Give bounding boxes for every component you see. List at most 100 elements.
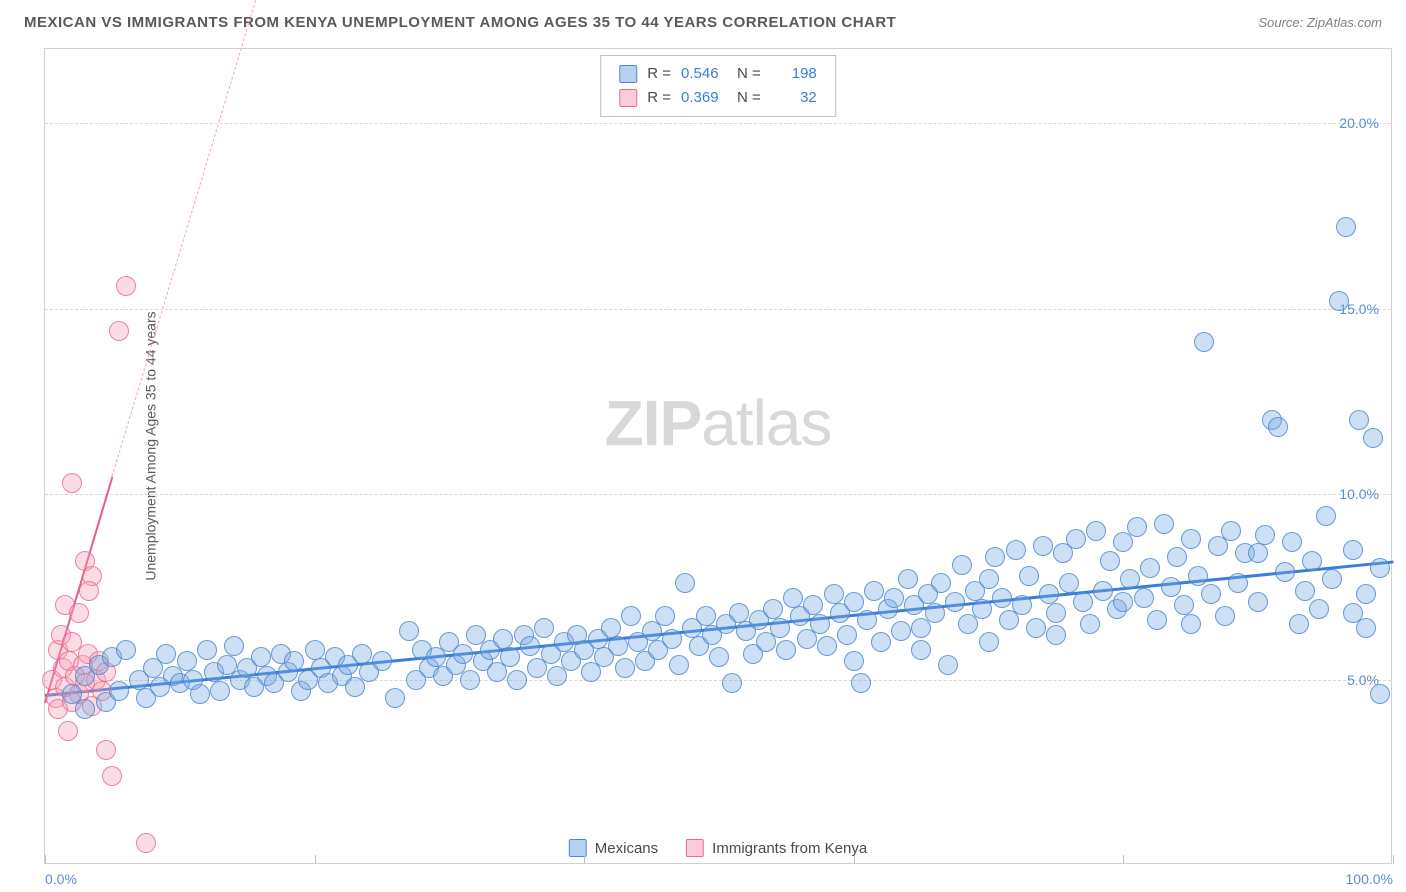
stat-r-label: R = [647, 86, 671, 110]
legend-swatch [619, 89, 637, 107]
scatter-point-mexican [972, 599, 992, 619]
legend-swatch [619, 65, 637, 83]
x-tick [1123, 855, 1124, 863]
scatter-point-mexican [662, 629, 682, 649]
scatter-point-mexican [655, 606, 675, 626]
scatter-point-mexican [884, 588, 904, 608]
scatter-point-mexican [945, 592, 965, 612]
scatter-point-mexican [817, 636, 837, 656]
scatter-point-mexican [1093, 581, 1113, 601]
scatter-point-mexican [1120, 569, 1140, 589]
scatter-point-mexican [1215, 606, 1235, 626]
bottom-legend: Mexicans Immigrants from Kenya [569, 839, 867, 857]
scatter-point-mexican [385, 688, 405, 708]
scatter-point-mexican [931, 573, 951, 593]
scatter-point-mexican [1167, 547, 1187, 567]
legend-item: Mexicans [569, 839, 658, 857]
scatter-point-mexican [1147, 610, 1167, 630]
scatter-point-mexican [1268, 417, 1288, 437]
scatter-point-mexican [675, 573, 695, 593]
scatter-point-mexican [1289, 614, 1309, 634]
grid-line [45, 309, 1391, 310]
scatter-point-mexican [776, 640, 796, 660]
scatter-point-kenya [109, 321, 129, 341]
scatter-point-mexican [1349, 410, 1369, 430]
scatter-point-mexican [864, 581, 884, 601]
scatter-point-mexican [1309, 599, 1329, 619]
scatter-point-mexican [1006, 540, 1026, 560]
scatter-point-mexican [1174, 595, 1194, 615]
scatter-point-mexican [493, 629, 513, 649]
scatter-point-mexican [1046, 603, 1066, 623]
scatter-point-mexican [1059, 573, 1079, 593]
scatter-point-mexican [1336, 217, 1356, 237]
scatter-point-mexican [177, 651, 197, 671]
scatter-point-kenya [69, 603, 89, 623]
scatter-point-mexican [1228, 573, 1248, 593]
scatter-point-mexican [1370, 558, 1390, 578]
scatter-point-mexican [1161, 577, 1181, 597]
scatter-point-mexican [992, 588, 1012, 608]
scatter-point-mexican [116, 640, 136, 660]
scatter-point-mexican [1039, 584, 1059, 604]
scatter-point-mexican [1282, 532, 1302, 552]
scatter-point-mexican [871, 632, 891, 652]
scatter-point-mexican [1221, 521, 1241, 541]
scatter-point-mexican [621, 606, 641, 626]
scatter-point-mexican [520, 636, 540, 656]
scatter-point-mexican [372, 651, 392, 671]
scatter-point-mexican [1322, 569, 1342, 589]
scatter-point-mexican [1046, 625, 1066, 645]
scatter-point-mexican [615, 658, 635, 678]
trend-line [112, 0, 410, 476]
scatter-point-mexican [1356, 618, 1376, 638]
scatter-point-mexican [1370, 684, 1390, 704]
scatter-point-mexican [783, 588, 803, 608]
scatter-point-mexican [109, 681, 129, 701]
stats-legend-box: R =0.546N =198R =0.369N =32 [600, 55, 836, 117]
scatter-point-mexican [460, 670, 480, 690]
scatter-point-mexican [709, 647, 729, 667]
scatter-point-mexican [891, 621, 911, 641]
grid-line [45, 123, 1391, 124]
plot-area: ZIPatlas R =0.546N =198R =0.369N =32 Mex… [44, 48, 1392, 864]
stat-n-value: 32 [771, 86, 817, 110]
legend-swatch [686, 839, 704, 857]
scatter-point-mexican [1316, 506, 1336, 526]
scatter-point-mexican [305, 640, 325, 660]
scatter-point-mexican [399, 621, 419, 641]
scatter-point-mexican [770, 618, 790, 638]
scatter-point-mexican [1248, 543, 1268, 563]
scatter-point-kenya [96, 740, 116, 760]
scatter-point-mexican [1134, 588, 1154, 608]
legend-label: Immigrants from Kenya [712, 840, 867, 857]
scatter-point-mexican [601, 618, 621, 638]
scatter-point-mexican [197, 640, 217, 660]
stat-r-value: 0.546 [681, 62, 727, 86]
scatter-point-mexican [1100, 551, 1120, 571]
scatter-point-mexican [1295, 581, 1315, 601]
scatter-point-mexican [837, 625, 857, 645]
scatter-point-mexican [1188, 566, 1208, 586]
scatter-point-mexican [722, 673, 742, 693]
scatter-point-mexican [453, 644, 473, 664]
scatter-point-kenya [62, 473, 82, 493]
grid-line [45, 494, 1391, 495]
scatter-point-mexican [1343, 540, 1363, 560]
scatter-point-mexican [1201, 584, 1221, 604]
stat-n-label: N = [737, 86, 761, 110]
scatter-point-mexican [938, 655, 958, 675]
scatter-point-mexican [1181, 529, 1201, 549]
x-tick-label: 0.0% [45, 871, 77, 887]
scatter-point-kenya [58, 721, 78, 741]
scatter-point-kenya [116, 276, 136, 296]
scatter-point-mexican [1248, 592, 1268, 612]
scatter-point-mexican [608, 636, 628, 656]
scatter-point-kenya [136, 833, 156, 853]
scatter-point-mexican [803, 595, 823, 615]
source-label: Source: ZipAtlas.com [1258, 15, 1382, 30]
stats-row: R =0.369N =32 [619, 86, 817, 110]
scatter-point-mexican [810, 614, 830, 634]
scatter-point-mexican [911, 640, 931, 660]
scatter-point-mexican [284, 651, 304, 671]
